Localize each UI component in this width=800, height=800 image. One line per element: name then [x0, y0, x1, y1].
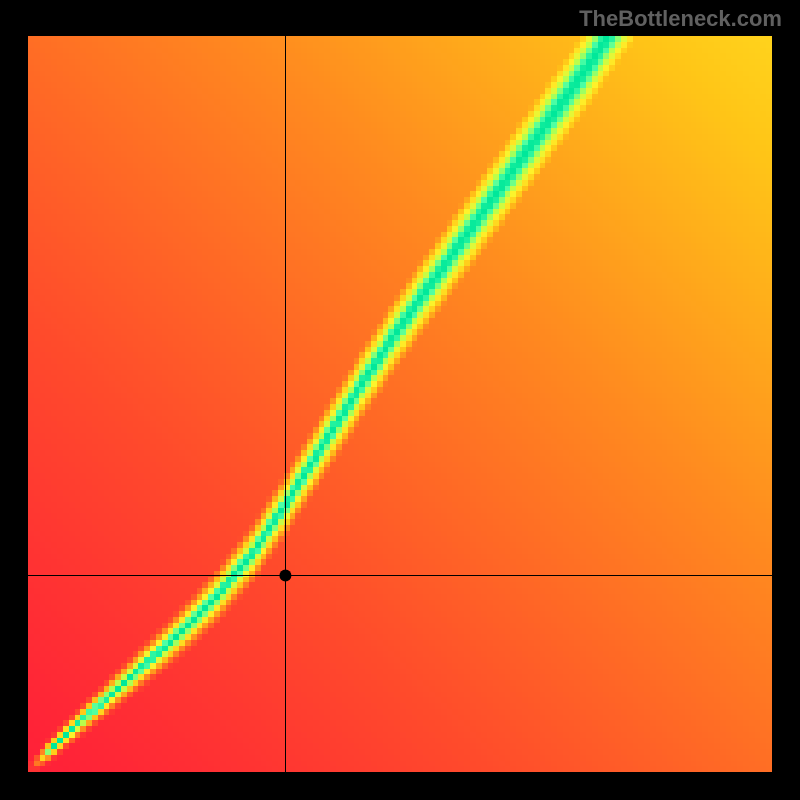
bottleneck-heatmap — [28, 36, 772, 772]
watermark-text: TheBottleneck.com — [579, 6, 782, 32]
chart-container: TheBottleneck.com — [0, 0, 800, 800]
